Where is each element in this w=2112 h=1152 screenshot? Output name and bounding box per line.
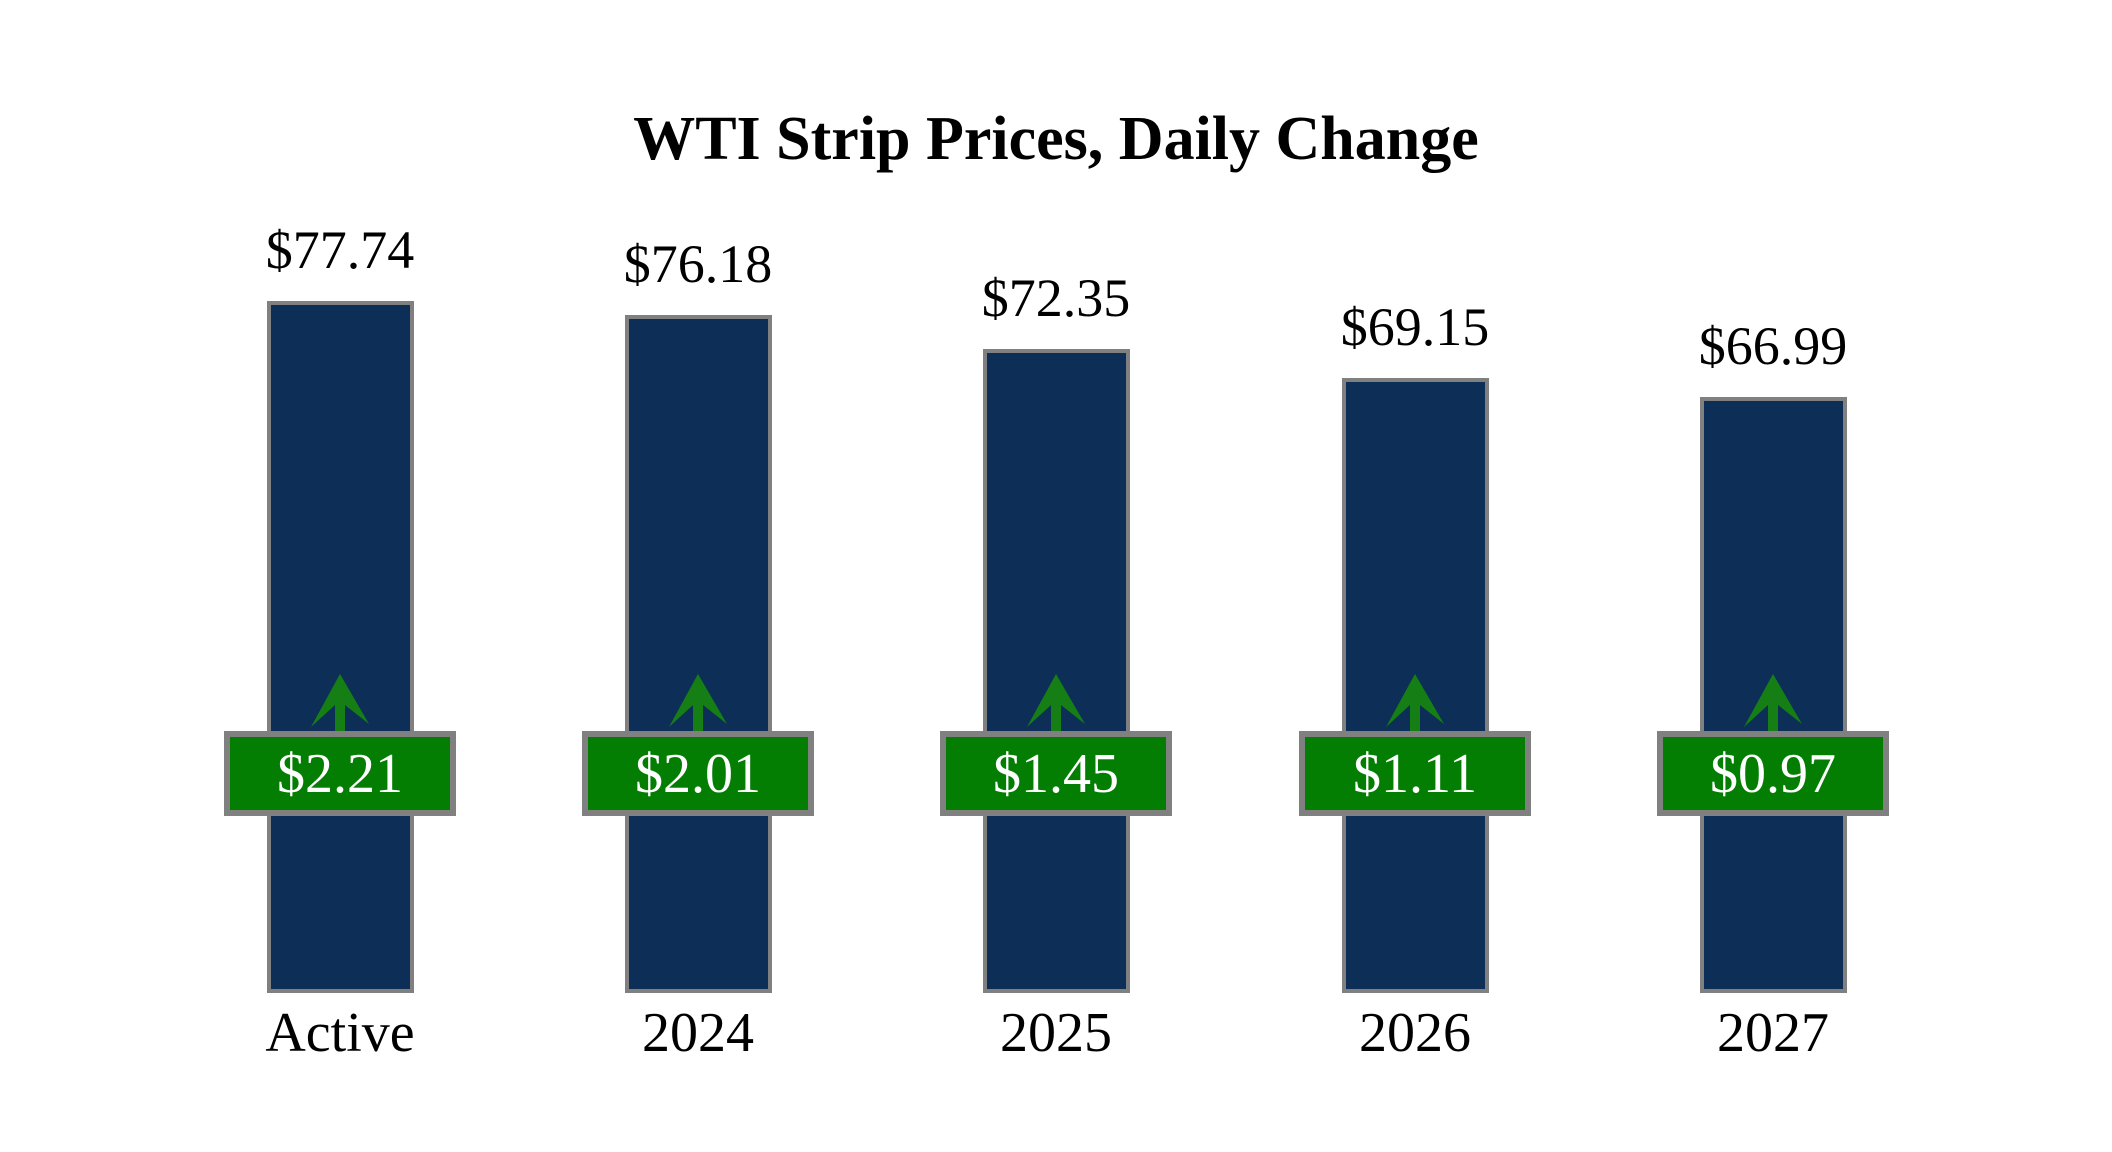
price-value-label: $66.99 [1698, 316, 1848, 376]
price-bar [982, 349, 1130, 993]
up-arrow-icon [1386, 674, 1444, 731]
category-label: 2024 [642, 1002, 754, 1064]
up-arrow-icon [669, 674, 727, 731]
price-bar [266, 301, 414, 993]
daily-change-badge: $1.45 [940, 731, 1172, 816]
category-label: 2026 [1359, 1002, 1471, 1064]
price-value-label: $69.15 [1340, 297, 1490, 357]
category-label: Active [265, 1002, 415, 1064]
price-value-label: $72.35 [981, 268, 1131, 328]
daily-change-badge: $2.01 [582, 731, 814, 816]
up-arrow-icon [1744, 674, 1802, 731]
daily-change-badge: $0.97 [1657, 731, 1889, 816]
category-label: 2027 [1717, 1002, 1829, 1064]
price-value-label: $76.18 [623, 234, 773, 294]
daily-change-badge: $1.11 [1299, 731, 1531, 816]
price-bar [1341, 378, 1489, 993]
up-arrow-icon [1027, 674, 1085, 731]
up-arrow-icon [311, 674, 369, 731]
price-value-label: $77.74 [265, 220, 415, 280]
daily-change-badge: $2.21 [224, 731, 456, 816]
chart-title: WTI Strip Prices, Daily Change [633, 105, 1479, 173]
price-bar [624, 315, 772, 993]
category-label: 2025 [1000, 1002, 1112, 1064]
